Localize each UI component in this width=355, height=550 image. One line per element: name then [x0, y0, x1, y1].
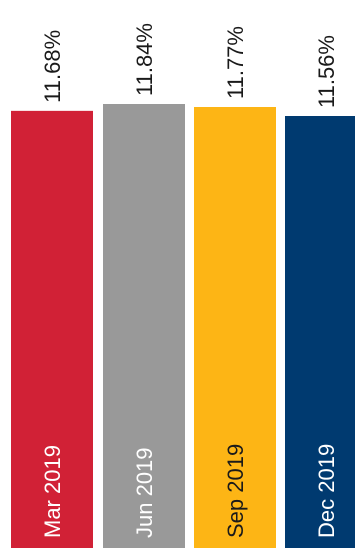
- value-label: 11.84%: [132, 23, 157, 96]
- category-label: Dec 2019: [314, 444, 339, 538]
- category-label: Mar 2019: [40, 445, 65, 538]
- value-label: 11.56%: [314, 35, 339, 108]
- bar-jun-2019: [103, 104, 185, 548]
- category-label: Jun 2019: [132, 447, 157, 538]
- bar-mar-2019: [11, 110, 93, 549]
- bar-sep-2019: [194, 107, 276, 548]
- value-label: 11.68%: [40, 30, 65, 103]
- bar-dec-2019: [285, 116, 355, 548]
- value-label: 11.77%: [223, 26, 248, 99]
- category-label: Sep 2019: [223, 444, 248, 538]
